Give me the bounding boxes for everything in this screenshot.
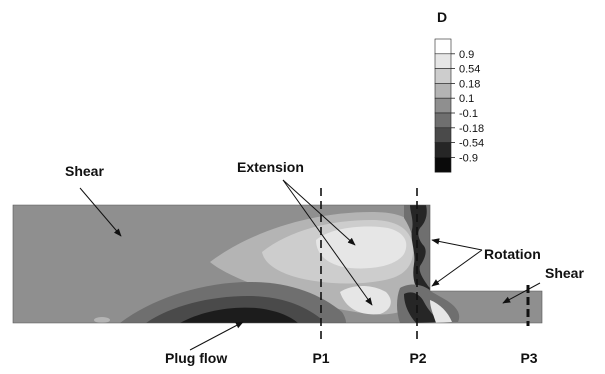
arrow-rotation-upper	[431, 238, 483, 251]
arrow-plug-flow	[189, 321, 244, 351]
domain-outline	[12, 204, 543, 324]
rotation-region-dark	[410, 205, 432, 296]
legend-tick-label: 0.1	[459, 93, 474, 105]
legend-swatch	[434, 97, 452, 114]
legend-tick-label: -0.54	[459, 138, 484, 150]
label-shear-right: Shear	[545, 265, 584, 281]
arrow-shear-left	[79, 187, 122, 237]
color-legend: D 0.9 0.54 0.18 0.1 -0.1 -0.18 -0.54 -0.9	[434, 9, 484, 173]
arrow-rotation-lower	[431, 249, 483, 287]
label-plug-flow: Plug flow	[165, 350, 227, 366]
legend-tick-label: -0.9	[459, 152, 478, 164]
legend-swatch	[434, 127, 452, 143]
arrow-extension-upper	[282, 179, 356, 246]
legend-tick-label: -0.1	[459, 108, 478, 120]
arrow-extension-lower	[282, 179, 373, 306]
legend-swatch	[434, 83, 452, 99]
legend-swatch	[434, 112, 452, 129]
legend-swatch	[434, 157, 452, 173]
label-p1: P1	[312, 350, 329, 366]
label-p2: P2	[409, 350, 426, 366]
legend-swatches	[434, 38, 452, 173]
legend-swatch	[434, 38, 452, 55]
legend-ticks: 0.9 0.54 0.18 0.1 -0.1 -0.18 -0.54 -0.9	[451, 49, 484, 164]
legend-swatch	[434, 53, 452, 69]
legend-tick-label: 0.54	[459, 64, 480, 76]
label-extension: Extension	[237, 159, 304, 175]
label-rotation: Rotation	[484, 246, 541, 262]
legend-swatch	[434, 68, 452, 84]
arrow-shear-right	[502, 282, 541, 304]
legend-tick-label: -0.18	[459, 123, 484, 135]
legend-tick-label: 0.9	[459, 49, 474, 61]
label-p3: P3	[520, 350, 537, 366]
plug-flow-region-core	[180, 307, 298, 323]
legend-title: D	[437, 9, 447, 25]
rotation-region-lower-dark	[404, 292, 440, 323]
wall-blob	[94, 317, 110, 323]
legend-swatch	[434, 142, 452, 158]
legend-tick-label: 0.18	[459, 78, 480, 90]
rotation-region-light	[430, 300, 452, 323]
label-shear-left: Shear	[65, 163, 104, 179]
flow-domain	[13, 205, 542, 323]
